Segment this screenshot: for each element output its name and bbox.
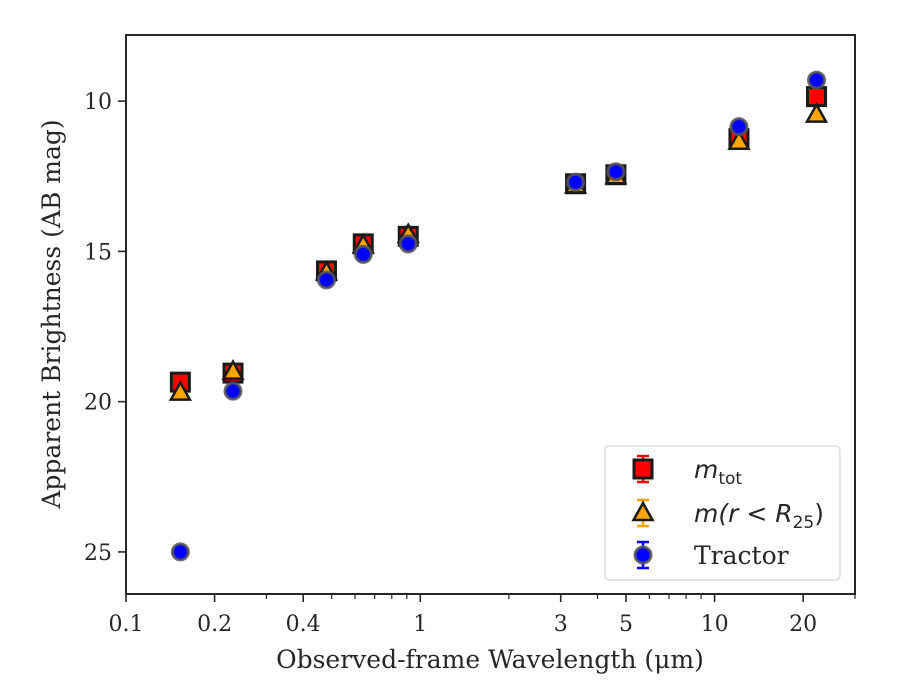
y-tick-label: 15: [84, 240, 112, 265]
data-point-circle: [353, 244, 373, 264]
x-tick-label: 1: [413, 612, 427, 637]
data-point-circle: [729, 117, 749, 137]
data-point-circle: [398, 234, 418, 254]
legend-label: Tractor: [694, 541, 789, 570]
y-tick-label: 10: [84, 90, 112, 115]
x-tick-label: 0.4: [286, 612, 321, 637]
y-tick-label: 25: [84, 541, 112, 566]
x-axis: 0.1 0.2 0.4 1 3 5 10 20: [109, 594, 856, 637]
plot-frame: [125, 34, 856, 595]
x-tick-label: 5: [619, 612, 633, 637]
series-square: [169, 86, 828, 393]
x-tick-label: 3: [554, 612, 568, 637]
legend-marker-triangle: [631, 500, 655, 522]
x-tick-label: 20: [789, 612, 817, 637]
data-point-circle: [170, 542, 190, 562]
series-circle: [170, 70, 827, 562]
data-point-triangle: [221, 359, 245, 380]
x-axis-label: Observed-frame Wavelength (μm): [276, 645, 704, 674]
y-axis: 10 15 20 25: [84, 90, 126, 566]
data-point-circle: [807, 70, 827, 90]
y-tick-label: 20: [84, 391, 112, 416]
legend-marker-circle: [633, 545, 653, 565]
data-point-triangle: [727, 129, 751, 150]
x-tick-label: 0.2: [197, 612, 232, 637]
legend-label: m(r < R25): [694, 499, 824, 533]
data-point-circle: [316, 270, 336, 290]
data-point-circle: [606, 162, 626, 182]
legend-label: mtot: [694, 455, 742, 489]
data-point-circle: [566, 172, 586, 192]
series-triangle: [168, 102, 829, 401]
legend-marker-square: [632, 458, 654, 480]
x-tick-label: 0.1: [109, 612, 144, 637]
data-point-triangle: [804, 102, 829, 123]
x-tick-label: 10: [701, 612, 729, 637]
data-point-circle: [223, 381, 243, 401]
data-points: [168, 70, 829, 562]
legend: mtot m(r < R25) Tractor: [604, 445, 841, 581]
y-axis-label: Apparent Brightness (AB mag): [37, 119, 66, 509]
legend-box: [604, 445, 841, 581]
data-point-triangle: [168, 380, 192, 401]
